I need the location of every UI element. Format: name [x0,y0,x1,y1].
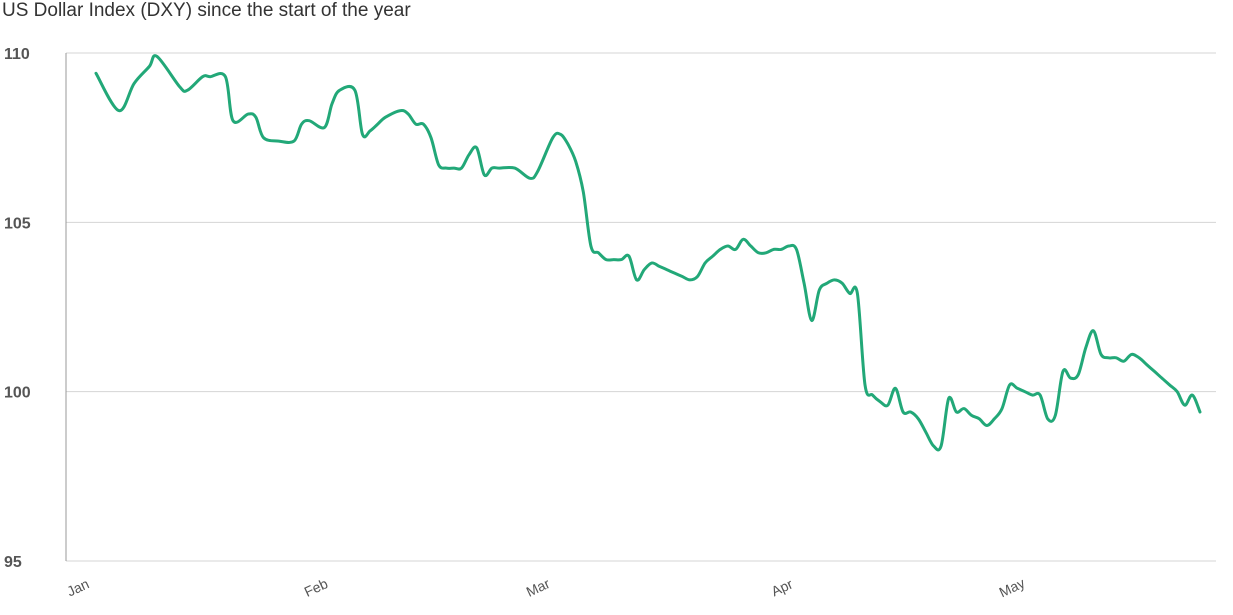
x-tick-label: May [997,575,1028,601]
y-tick-label: 105 [4,215,31,232]
series-line-dxy [94,54,1202,452]
x-tick-label: Feb [302,575,331,600]
x-tick-label: Mar [524,575,553,600]
x-axis: Jan Feb Mar Apr May [64,575,1027,601]
y-axis: 110 105 100 95 [4,46,31,571]
gridlines [65,52,1216,562]
y-tick-label: 110 [4,46,30,63]
y-tick-label: 95 [4,554,22,571]
x-tick-label: Jan [64,575,91,599]
y-tick-label: 100 [4,385,31,402]
chart-title: US Dollar Index (DXY) since the start of… [2,0,411,21]
x-tick-label: Apr [769,575,796,599]
